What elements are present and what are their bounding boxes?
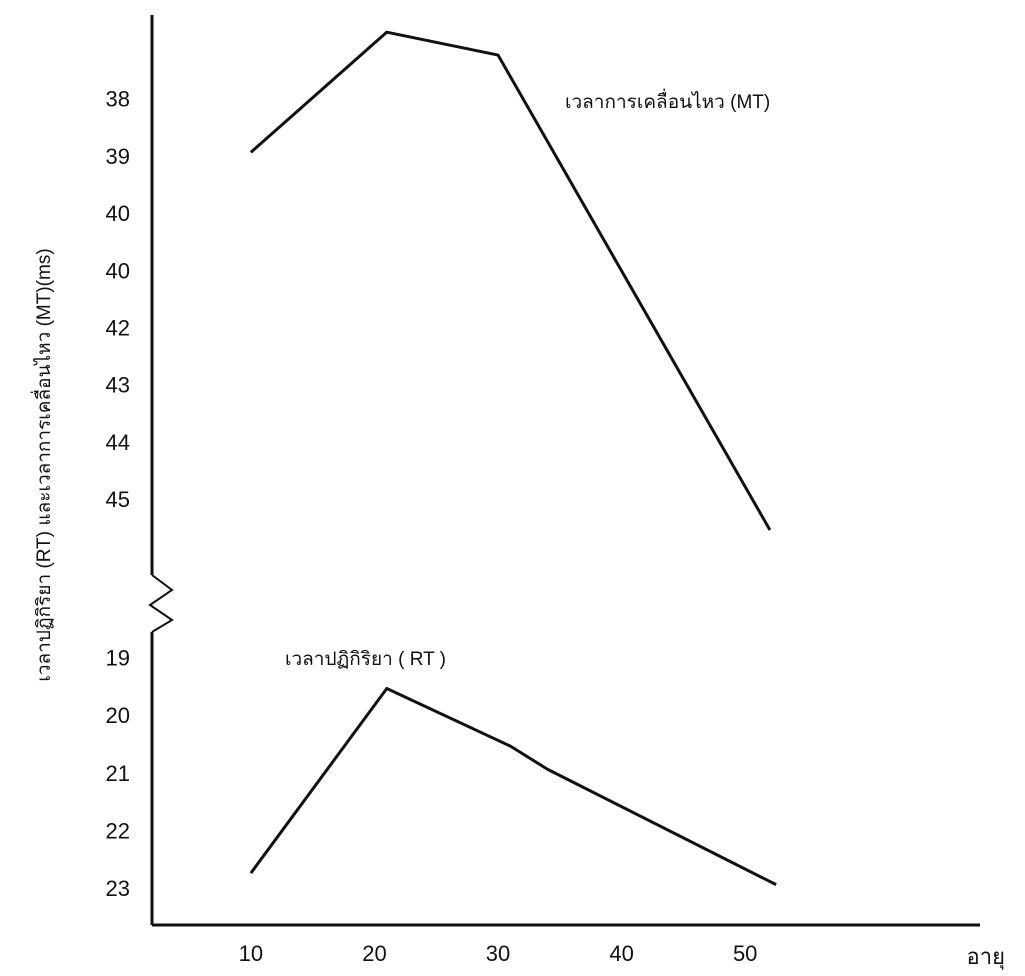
x-tick-label: 10 <box>239 941 263 966</box>
y-tick-label: 45 <box>106 487 130 512</box>
y-tick-label: 40 <box>106 258 130 283</box>
y-tick-label: 43 <box>106 373 130 398</box>
y-tick-label: 44 <box>106 430 130 455</box>
y-tick-label: 23 <box>106 876 130 901</box>
x-tick-label: 20 <box>362 941 386 966</box>
x-axis-label: อายุ <box>967 944 1005 970</box>
x-tick-label: 30 <box>486 941 510 966</box>
y-tick-label: 40 <box>106 201 130 226</box>
y-tick-label: 21 <box>106 761 130 786</box>
y-tick-label: 20 <box>106 703 130 728</box>
y-tick-label: 22 <box>106 819 130 844</box>
x-tick-label: 40 <box>609 941 633 966</box>
series-annotation: เวลาปฏิกิริยา ( RT ) <box>285 649 446 670</box>
y-tick-label: 38 <box>106 87 130 112</box>
data-line <box>249 30 772 531</box>
y-tick-label: 19 <box>106 645 130 670</box>
y-tick-label: 39 <box>106 144 130 169</box>
series-annotation: เวลาการเคลื่อนไหว (MT) <box>565 88 770 113</box>
x-tick-label: 50 <box>733 941 757 966</box>
data-line <box>249 686 777 886</box>
y-axis-label: เวลาปฏิกิริยา (RT) และเวลาการเคลื่อนไหว … <box>30 248 55 681</box>
axis-break <box>148 574 174 633</box>
y-tick-label: 42 <box>106 316 130 341</box>
